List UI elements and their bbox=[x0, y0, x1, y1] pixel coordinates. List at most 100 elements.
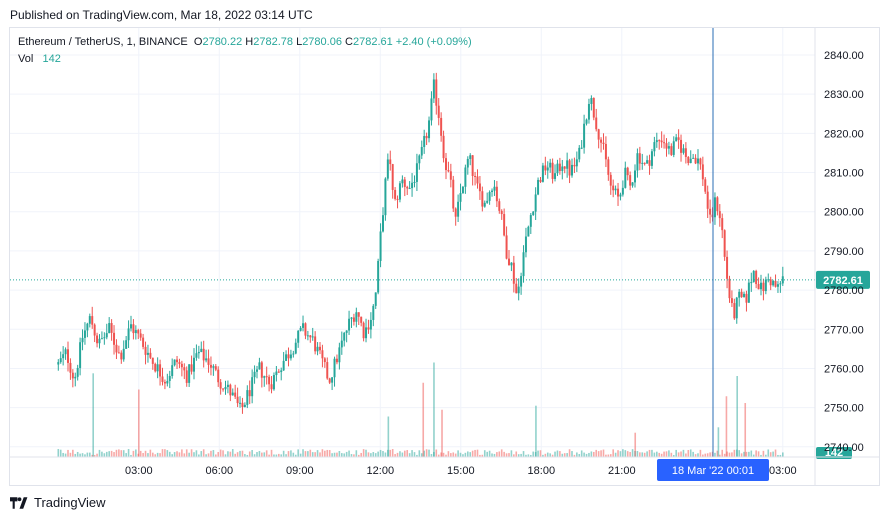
candle-body bbox=[234, 392, 237, 397]
volume-bar bbox=[430, 454, 433, 457]
volume-bar bbox=[738, 450, 740, 457]
volume-bar bbox=[651, 449, 653, 457]
volume-bar bbox=[677, 452, 680, 457]
candle-body bbox=[752, 270, 755, 283]
volume-bar bbox=[658, 452, 661, 457]
volume-bar bbox=[365, 449, 367, 457]
volume-bar bbox=[270, 449, 273, 457]
volume-bar bbox=[84, 454, 86, 457]
volume-bar bbox=[374, 453, 377, 457]
candle-body bbox=[680, 139, 683, 153]
volume-bar bbox=[265, 450, 268, 457]
last-price-tag[interactable] bbox=[816, 270, 870, 289]
volume-bar bbox=[517, 454, 520, 457]
candle-body bbox=[440, 117, 443, 136]
volume-bar bbox=[617, 450, 619, 457]
candle-body bbox=[239, 402, 242, 404]
candle-body bbox=[205, 358, 208, 361]
volume-bar bbox=[520, 453, 522, 457]
volume-bar bbox=[629, 451, 631, 457]
volume-bar bbox=[532, 451, 535, 457]
price-tick-label: 2810.00 bbox=[824, 168, 864, 180]
candle-body bbox=[573, 164, 576, 167]
candle-body bbox=[648, 160, 651, 166]
volume-bar bbox=[748, 451, 750, 457]
price-tick-label: 2780.00 bbox=[824, 285, 864, 297]
volume-bar bbox=[483, 450, 486, 457]
candle-body bbox=[517, 286, 520, 294]
candle-body bbox=[633, 170, 636, 183]
candle-body bbox=[575, 159, 578, 167]
candle-body bbox=[636, 153, 639, 171]
crosshair-time-label: 18 Mar '22 00:01 bbox=[672, 465, 754, 477]
volume-bar bbox=[689, 449, 692, 457]
candle-body bbox=[563, 166, 566, 169]
candle-body bbox=[602, 142, 605, 144]
volume-bar bbox=[554, 451, 556, 457]
volume-bar bbox=[181, 449, 183, 457]
candle-body bbox=[541, 165, 544, 182]
time-tick-label: 03:00 bbox=[125, 465, 153, 477]
volume-bar bbox=[503, 451, 505, 457]
grid-lines bbox=[10, 28, 815, 457]
tradingview-logo-icon bbox=[10, 496, 28, 509]
volume-bar bbox=[401, 452, 404, 457]
candle-body bbox=[231, 392, 234, 396]
candle-body bbox=[117, 352, 120, 354]
volume-bar bbox=[619, 451, 622, 457]
candle-body bbox=[750, 282, 753, 284]
candle-body bbox=[743, 293, 746, 297]
candle-body bbox=[721, 218, 724, 231]
candle-body bbox=[483, 202, 486, 207]
volume-bar bbox=[624, 450, 627, 457]
volume-bar bbox=[561, 453, 564, 457]
chart-frame[interactable] bbox=[9, 27, 880, 486]
candle-body bbox=[670, 146, 673, 155]
volume-bar bbox=[360, 452, 362, 457]
candle-body bbox=[71, 372, 74, 379]
volume-bar bbox=[500, 449, 503, 457]
time-tick-label: 09:00 bbox=[286, 465, 314, 477]
candle-body bbox=[561, 166, 564, 172]
volume-bar bbox=[302, 449, 304, 457]
candle-body bbox=[243, 404, 246, 407]
tradingview-brand[interactable]: TradingView bbox=[10, 495, 106, 510]
volume-bar bbox=[362, 449, 365, 457]
candle-body bbox=[776, 284, 779, 287]
candle-body bbox=[197, 351, 200, 354]
candle-body bbox=[108, 323, 111, 334]
candle-body bbox=[360, 316, 363, 323]
volume-bar bbox=[244, 454, 246, 457]
candle-body bbox=[214, 366, 217, 370]
volume-bar bbox=[716, 450, 719, 457]
candle-body bbox=[93, 324, 96, 336]
volume-bar bbox=[132, 450, 135, 457]
candle-body bbox=[299, 327, 302, 331]
volume-bar bbox=[636, 451, 639, 457]
candle-body bbox=[677, 137, 680, 140]
published-line: Published on TradingView.com, Mar 18, 20… bbox=[10, 8, 313, 22]
candle-body bbox=[277, 371, 280, 373]
volume-bar bbox=[350, 454, 353, 457]
volume-bar bbox=[258, 450, 261, 457]
candle-body bbox=[590, 98, 593, 104]
candle-body bbox=[374, 292, 377, 306]
volume-bar bbox=[772, 451, 774, 457]
candle-body bbox=[507, 258, 510, 266]
candle-body bbox=[168, 375, 171, 381]
candle-body bbox=[469, 155, 472, 159]
candle-body bbox=[437, 105, 440, 118]
candle-body bbox=[515, 283, 518, 294]
candle-body bbox=[154, 363, 157, 372]
volume-bar bbox=[660, 453, 663, 457]
volume-bar bbox=[643, 452, 646, 457]
volume-bar bbox=[639, 452, 641, 457]
candle-body bbox=[692, 157, 695, 159]
volume-bar bbox=[377, 451, 379, 457]
volume-bar bbox=[481, 454, 484, 457]
candle-body bbox=[185, 370, 188, 383]
symbol-title: Ethereum / TetherUS, 1, BINANCE bbox=[18, 36, 188, 48]
volume-bar bbox=[530, 454, 532, 457]
volume-bar bbox=[626, 451, 629, 457]
